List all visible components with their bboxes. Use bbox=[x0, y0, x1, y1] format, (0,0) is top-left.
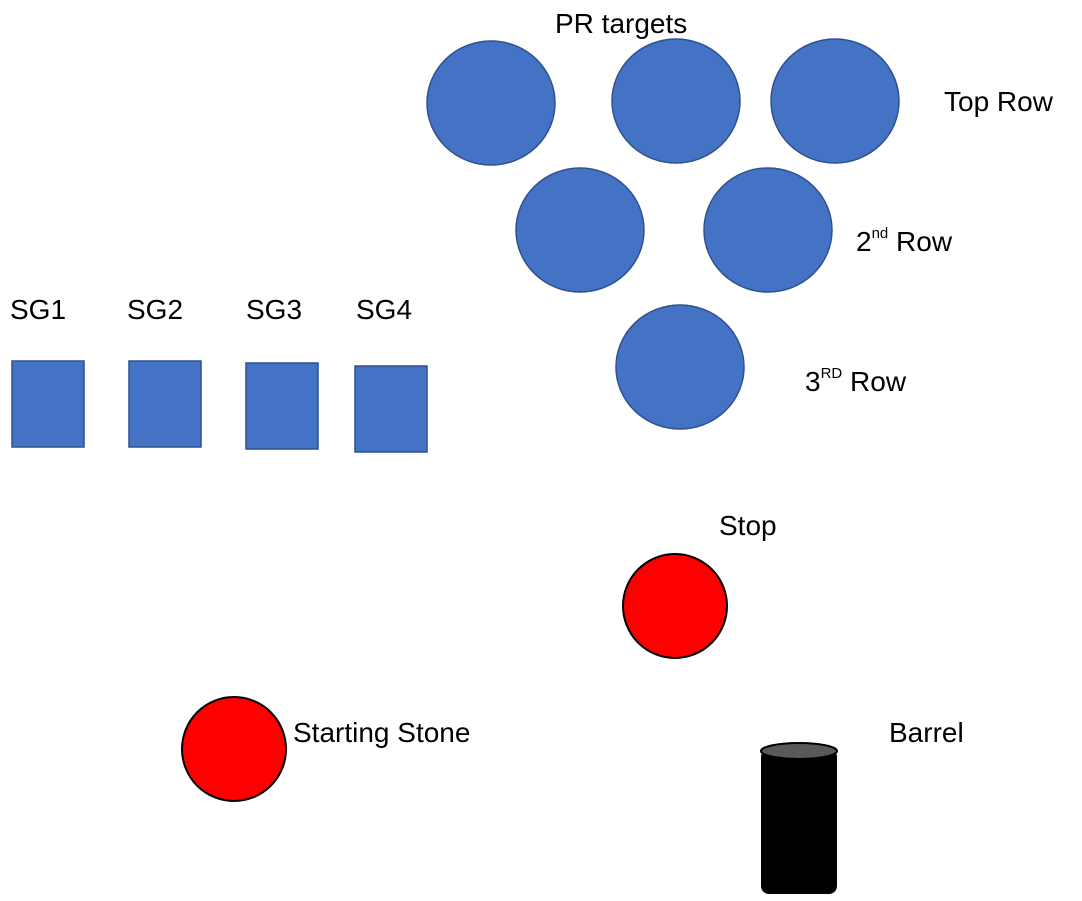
second-row-word: Row bbox=[896, 226, 953, 257]
sg1-label: SG1 bbox=[10, 294, 67, 325]
barrel-label: Barrel bbox=[889, 717, 964, 748]
barrel-icon bbox=[760, 742, 838, 894]
sg2-target bbox=[128, 360, 202, 448]
barrel-body bbox=[761, 749, 837, 894]
third-row-number: 3 bbox=[805, 366, 821, 397]
second-row-suffix: nd bbox=[871, 225, 889, 242]
sg3-label: SG3 bbox=[246, 294, 303, 325]
third-row-suffix: RD bbox=[820, 365, 843, 382]
sg4-label: SG4 bbox=[356, 294, 413, 325]
stop-stone bbox=[622, 553, 728, 659]
pr-target-top-1 bbox=[426, 40, 556, 166]
pr-target-row2-2 bbox=[703, 167, 833, 293]
sg1-target bbox=[11, 360, 85, 448]
pr-target-top-3 bbox=[770, 38, 900, 164]
pr-target-top-2 bbox=[611, 38, 741, 164]
starting-stone bbox=[181, 696, 287, 802]
second-row-label: 2nd Row bbox=[856, 225, 953, 257]
pr-targets-label: PR targets bbox=[555, 8, 688, 39]
barrel-top bbox=[760, 742, 838, 760]
pr-target-row3-1 bbox=[615, 304, 745, 430]
pr-target-row2-1 bbox=[515, 167, 645, 293]
third-row-word: Row bbox=[850, 366, 907, 397]
stop-label: Stop bbox=[719, 510, 777, 541]
sg4-target bbox=[354, 365, 428, 453]
starting-stone-label: Starting Stone bbox=[293, 717, 471, 748]
sg3-target bbox=[245, 362, 319, 450]
third-row-label: 3RD Row bbox=[805, 365, 907, 397]
sg2-label: SG2 bbox=[127, 294, 184, 325]
second-row-number: 2 bbox=[856, 226, 872, 257]
top-row-label: Top Row bbox=[944, 86, 1053, 117]
